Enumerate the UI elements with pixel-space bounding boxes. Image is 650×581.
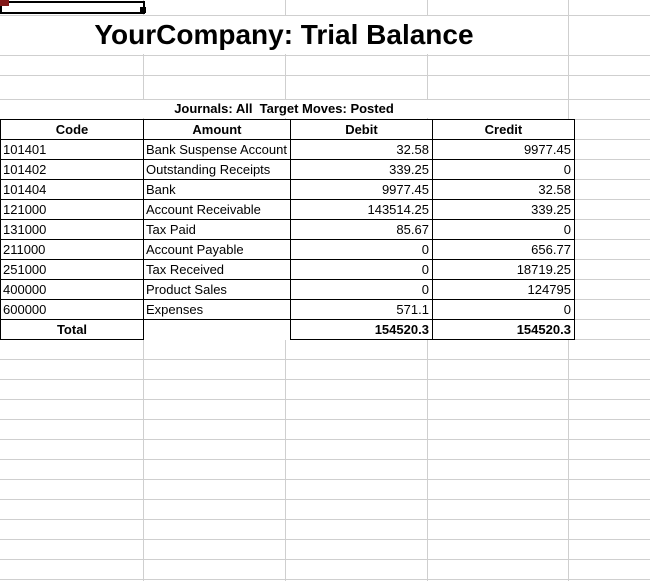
table-row: 101401 Bank Suspense Account 32.58 9977.45 — [0, 139, 575, 160]
debit-cell[interactable]: 571.1 — [289, 299, 433, 320]
gridline-horizontal — [0, 519, 650, 520]
account-cell[interactable]: Account Payable — [143, 239, 291, 260]
account-cell[interactable]: Outstanding Receipts — [143, 159, 291, 180]
table-row: 101402 Outstanding Receipts 339.25 0 — [0, 159, 575, 180]
gridline-horizontal — [0, 439, 650, 440]
table-row: 400000 Product Sales 0 124795 — [0, 279, 575, 300]
account-cell[interactable]: Tax Paid — [143, 219, 291, 240]
debit-cell[interactable]: 9977.45 — [289, 179, 433, 200]
credit-cell[interactable]: 0 — [431, 219, 575, 240]
total-debit-cell[interactable]: 154520.3 — [289, 319, 433, 340]
header-amount[interactable]: Amount — [143, 119, 291, 140]
debit-cell[interactable]: 0 — [289, 259, 433, 280]
corner-marker — [0, 0, 9, 6]
credit-cell[interactable]: 9977.45 — [431, 139, 575, 160]
gridline-horizontal — [0, 99, 650, 100]
debit-cell[interactable]: 0 — [289, 279, 433, 300]
gridline-horizontal — [0, 539, 650, 540]
table-row: 211000 Account Payable 0 656.77 — [0, 239, 575, 260]
code-cell[interactable]: 400000 — [0, 279, 144, 300]
credit-cell[interactable]: 339.25 — [431, 199, 575, 220]
header-credit[interactable]: Credit — [431, 119, 575, 140]
gridline-horizontal — [0, 75, 650, 76]
total-label-cell[interactable]: Total — [0, 319, 144, 340]
gridline-horizontal — [0, 359, 650, 360]
table-row: 251000 Tax Received 0 18719.25 — [0, 259, 575, 280]
gridline-horizontal — [0, 459, 650, 460]
credit-cell[interactable]: 0 — [431, 159, 575, 180]
account-cell[interactable]: Expenses — [143, 299, 291, 320]
code-cell[interactable]: 121000 — [0, 199, 144, 220]
selected-cell[interactable] — [0, 1, 145, 14]
gridline-horizontal — [0, 15, 650, 16]
code-cell[interactable]: 101401 — [0, 139, 144, 160]
credit-cell[interactable]: 32.58 — [431, 179, 575, 200]
code-cell[interactable]: 251000 — [0, 259, 144, 280]
account-cell[interactable]: Bank Suspense Account — [143, 139, 291, 160]
table-row: 121000 Account Receivable 143514.25 339.25 — [0, 199, 575, 220]
code-cell[interactable]: 211000 — [0, 239, 144, 260]
gridline-horizontal — [0, 499, 650, 500]
code-cell[interactable]: 101404 — [0, 179, 144, 200]
account-cell[interactable]: Tax Received — [143, 259, 291, 280]
account-cell[interactable]: Account Receivable — [143, 199, 291, 220]
credit-cell[interactable]: 124795 — [431, 279, 575, 300]
gridline-horizontal — [0, 399, 650, 400]
credit-cell[interactable]: 18719.25 — [431, 259, 575, 280]
gridline-horizontal — [0, 419, 650, 420]
debit-cell[interactable]: 85.67 — [289, 219, 433, 240]
gridline-horizontal — [0, 379, 650, 380]
header-code[interactable]: Code — [0, 119, 144, 140]
report-title[interactable]: YourCompany: Trial Balance — [0, 16, 568, 54]
credit-cell[interactable]: 656.77 — [431, 239, 575, 260]
table-row: 600000 Expenses 571.1 0 — [0, 299, 575, 320]
table-row: 131000 Tax Paid 85.67 0 — [0, 219, 575, 240]
total-row: Total 154520.3 154520.3 — [0, 319, 575, 340]
header-debit[interactable]: Debit — [289, 119, 433, 140]
total-credit-cell[interactable]: 154520.3 — [431, 319, 575, 340]
code-cell[interactable]: 101402 — [0, 159, 144, 180]
report-subtitle[interactable]: Journals: All Target Moves: Posted — [0, 100, 568, 118]
account-cell[interactable]: Bank — [143, 179, 291, 200]
credit-cell[interactable]: 0 — [431, 299, 575, 320]
gridline-horizontal — [0, 55, 650, 56]
debit-cell[interactable]: 143514.25 — [289, 199, 433, 220]
account-cell[interactable]: Product Sales — [143, 279, 291, 300]
debit-cell[interactable]: 32.58 — [289, 139, 433, 160]
gridline-horizontal — [0, 559, 650, 560]
code-cell[interactable]: 600000 — [0, 299, 144, 320]
debit-cell[interactable]: 0 — [289, 239, 433, 260]
trial-balance-table: Code Amount Debit Credit 101401 Bank Susp… — [0, 119, 575, 340]
debit-cell[interactable]: 339.25 — [289, 159, 433, 180]
gridline-horizontal — [0, 579, 650, 580]
gridline-horizontal — [0, 479, 650, 480]
total-blank-cell[interactable] — [143, 319, 291, 340]
code-cell[interactable]: 131000 — [0, 219, 144, 240]
fill-handle-icon[interactable] — [140, 7, 146, 13]
table-row: 101404 Bank 9977.45 32.58 — [0, 179, 575, 200]
table-header-row: Code Amount Debit Credit — [0, 119, 575, 140]
table-body: 101401 Bank Suspense Account 32.58 9977.45 1… — [0, 139, 575, 320]
